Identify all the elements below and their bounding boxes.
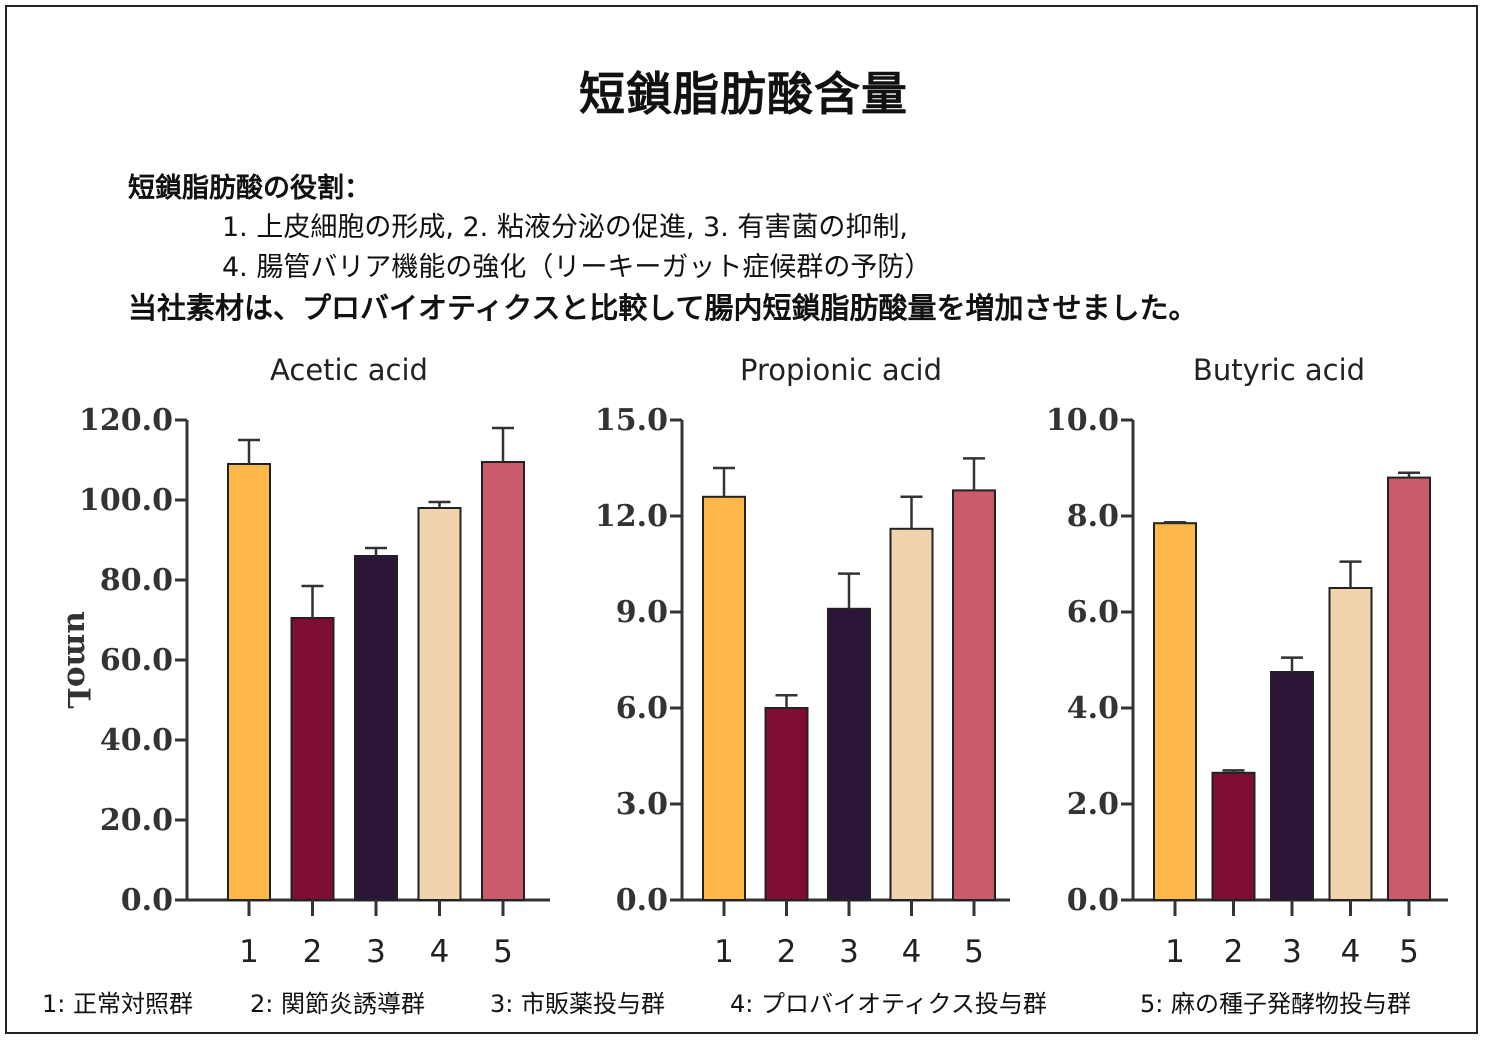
chart-3-y-tick-label: 8.0 [1067, 499, 1119, 534]
chart-3-x-tick-label: 3 [1282, 934, 1302, 970]
chart-3-bar-4 [1328, 587, 1373, 901]
claim-statement: 当社素材は、プロバイオティクスと比較して腸内短鎖脂肪酸量を増加させました。 [128, 291, 1198, 325]
chart-1-x-tick-label: 4 [430, 934, 450, 970]
roles-heading: 短鎖脂肪酸の役割： [128, 173, 371, 204]
legend: 1: 正常対照群 2: 関節炎誘導群 3: 市販薬投与群 4: プロバイオティク… [0, 984, 1487, 1024]
chart-3-y-tick-label: 4.0 [1067, 691, 1119, 726]
roles-line-2: 4. 腸管バリア機能の強化（リーキーガット症候群の予防） [222, 252, 932, 283]
figure-frame [5, 5, 1478, 1034]
chart-1-y-tick-label: 20.0 [100, 803, 173, 838]
chart-2-x-tick-label: 4 [902, 934, 922, 970]
bar-charts: Acetic acid0.020.040.060.080.0100.0120.0… [60, 353, 1448, 970]
chart-1-x-tick-label: 3 [366, 934, 386, 970]
page-title: 短鎖脂肪酸含量 [579, 67, 908, 121]
chart-2-bar-5 [952, 489, 996, 901]
chart-1-y-tick-label: 0.0 [121, 883, 173, 918]
chart-3-y-tick-label: 0.0 [1067, 883, 1119, 918]
chart-2-y-tick-label: 3.0 [616, 787, 668, 822]
legend-item-4: 4: プロバイオティクス投与群 [730, 990, 1047, 1018]
chart-3-x-tick-label: 4 [1341, 934, 1361, 970]
chart-2-y-tick-label: 12.0 [595, 499, 668, 534]
chart-2-bar-2 [764, 707, 809, 901]
chart-2-y-tick-label: 6.0 [616, 691, 668, 726]
chart-3-y-tick-label: 2.0 [1067, 787, 1119, 822]
chart-1-bar-2 [290, 617, 335, 901]
chart-2-bar-3 [827, 607, 871, 901]
chart-1-bar-3 [354, 555, 398, 901]
chart-1-bar-1 [227, 463, 271, 901]
chart-2-title: Propionic acid [740, 353, 942, 387]
chart-1-title: Acetic acid [270, 353, 428, 387]
chart-2-x-tick-label: 2 [777, 934, 797, 970]
chart-2-x-tick-label: 1 [714, 934, 734, 970]
chart-3-x-tick-label: 2 [1224, 934, 1244, 970]
chart-1-x-tick-label: 2 [303, 934, 323, 970]
chart-2-x-tick-label: 5 [964, 934, 984, 970]
chart-2-y-tick-label: 9.0 [616, 595, 668, 630]
legend-item-1: 1: 正常対照群 [42, 990, 193, 1018]
legend-item-3: 3: 市販薬投与群 [490, 990, 665, 1018]
legend-item-2: 2: 関節炎誘導群 [250, 990, 425, 1018]
chart-3-y-tick-label: 10.0 [1046, 403, 1119, 438]
chart-3-x-tick-label: 1 [1165, 934, 1185, 970]
chart-3-x-tick-label: 5 [1399, 934, 1419, 970]
chart-3-y-tick-label: 6.0 [1067, 595, 1119, 630]
chart-1-y-axis-label: umoL [60, 611, 96, 709]
chart-1-x-tick-label: 5 [493, 934, 513, 970]
chart-1-bar-5 [481, 461, 525, 901]
legend-item-5: 5: 麻の種子発酵物投与群 [1140, 990, 1411, 1018]
chart-1-bar-4 [417, 507, 462, 901]
chart-1-y-tick-label: 80.0 [100, 563, 173, 598]
chart-2-x-tick-label: 3 [839, 934, 859, 970]
chart-2-y-tick-label: 15.0 [595, 403, 668, 438]
chart-2-y-tick-label: 0.0 [616, 883, 668, 918]
chart-1-y-tick-label: 40.0 [100, 723, 173, 758]
roles-line-1: 1. 上皮細胞の形成, 2. 粘液分泌の促進, 3. 有害菌の抑制, [222, 212, 908, 243]
chart-3-bar-5 [1387, 476, 1431, 901]
chart-1-y-tick-label: 120.0 [79, 403, 173, 438]
chart-1-y-tick-label: 60.0 [100, 643, 173, 678]
chart-1-x-tick-label: 1 [239, 934, 259, 970]
chart-3-title: Butyric acid [1193, 353, 1365, 387]
chart-3-bar-1 [1153, 522, 1197, 901]
chart-3-bar-2 [1211, 771, 1256, 901]
chart-1-y-tick-label: 100.0 [79, 483, 173, 518]
chart-2-bar-1 [702, 495, 746, 902]
chart-3-bar-3 [1270, 671, 1314, 901]
chart-2-bar-4 [889, 527, 934, 902]
